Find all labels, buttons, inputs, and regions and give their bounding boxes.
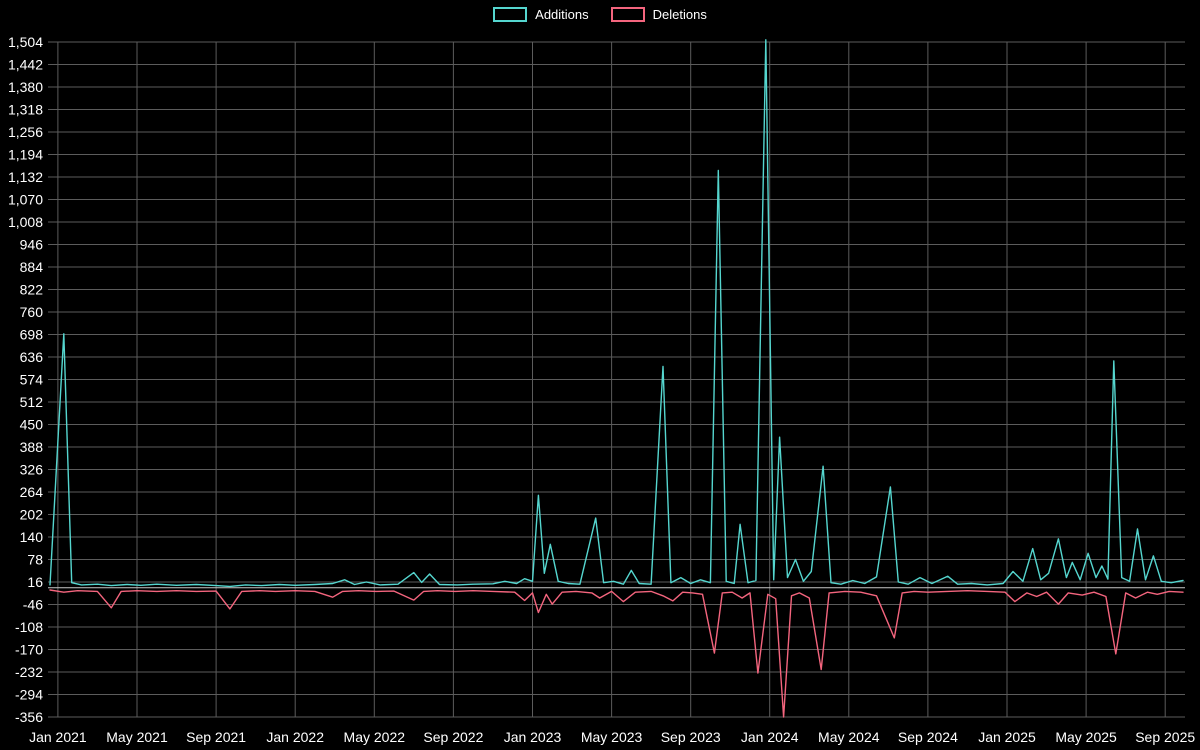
y-tick-label: 1,008 bbox=[8, 214, 43, 230]
x-tick-label: May 2022 bbox=[344, 729, 406, 745]
y-tick-label: 1,070 bbox=[8, 192, 43, 208]
y-tick-label: 1,318 bbox=[8, 102, 43, 118]
x-tick-label: Sep 2022 bbox=[423, 729, 483, 745]
y-tick-label: 946 bbox=[20, 237, 44, 253]
y-tick-label: -232 bbox=[15, 664, 43, 680]
y-tick-label: 202 bbox=[20, 507, 44, 523]
y-tick-label: -108 bbox=[15, 619, 43, 635]
legend-item-additions: Additions bbox=[493, 7, 589, 22]
y-tick-label: 388 bbox=[20, 439, 44, 455]
legend-item-deletions: Deletions bbox=[610, 7, 707, 22]
y-tick-label: 450 bbox=[20, 417, 44, 433]
x-tick-label: May 2024 bbox=[818, 729, 880, 745]
y-tick-label: 636 bbox=[20, 349, 44, 365]
y-tick-label: 78 bbox=[27, 552, 43, 568]
y-tick-label: 884 bbox=[20, 259, 44, 275]
y-tick-label: 822 bbox=[20, 282, 44, 298]
y-tick-label: -294 bbox=[15, 687, 43, 703]
y-tick-label: -356 bbox=[15, 709, 43, 725]
y-tick-label: 512 bbox=[20, 394, 44, 410]
y-tick-label: 326 bbox=[20, 462, 44, 478]
y-tick-label: -46 bbox=[23, 597, 43, 613]
y-tick-label: 1,194 bbox=[8, 147, 43, 163]
y-tick-label: 574 bbox=[20, 372, 44, 388]
x-tick-label: Sep 2021 bbox=[186, 729, 246, 745]
x-tick-label: May 2025 bbox=[1055, 729, 1117, 745]
x-tick-label: Sep 2023 bbox=[661, 729, 721, 745]
x-tick-label: May 2021 bbox=[106, 729, 168, 745]
x-tick-label: Sep 2025 bbox=[1135, 729, 1195, 745]
y-tick-label: -170 bbox=[15, 642, 43, 658]
legend-label-deletions: Deletions bbox=[652, 7, 707, 22]
x-tick-label: May 2023 bbox=[581, 729, 643, 745]
series-line-deletions bbox=[49, 589, 1184, 718]
y-tick-label: 1,256 bbox=[8, 124, 43, 140]
chart-legend: Additions Deletions bbox=[0, 7, 1200, 22]
y-tick-label: 1,132 bbox=[8, 169, 43, 185]
y-tick-label: 1,380 bbox=[8, 79, 43, 95]
y-tick-label: 1,504 bbox=[8, 34, 43, 50]
x-tick-label: Jan 2023 bbox=[504, 729, 562, 745]
x-tick-label: Jan 2021 bbox=[29, 729, 87, 745]
y-tick-label: 698 bbox=[20, 327, 44, 343]
additions-swatch bbox=[493, 7, 528, 22]
y-tick-label: 760 bbox=[20, 304, 44, 320]
x-tick-label: Jan 2025 bbox=[978, 729, 1036, 745]
y-tick-label: 140 bbox=[20, 529, 44, 545]
y-tick-label: 264 bbox=[20, 484, 44, 500]
legend-label-additions: Additions bbox=[535, 7, 589, 22]
x-tick-label: Jan 2024 bbox=[741, 729, 799, 745]
y-tick-label: 16 bbox=[27, 574, 43, 590]
series-line-additions bbox=[49, 39, 1184, 588]
y-tick-label: 1,442 bbox=[8, 57, 43, 73]
deletions-swatch bbox=[610, 7, 645, 22]
x-tick-label: Jan 2022 bbox=[266, 729, 324, 745]
x-tick-label: Sep 2024 bbox=[898, 729, 958, 745]
